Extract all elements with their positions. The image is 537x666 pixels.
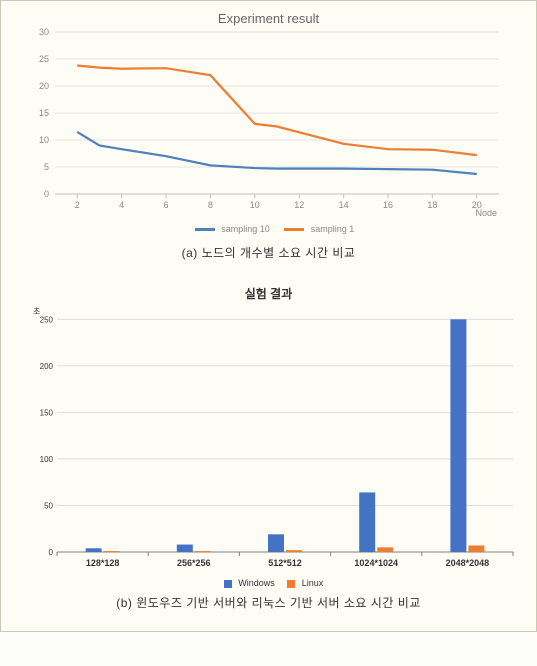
svg-text:Node: Node	[475, 208, 497, 218]
caption-b: (b) 윈도우즈 기반 서버와 리눅스 기반 서버 소요 시간 비교	[17, 594, 520, 611]
svg-text:1024*1024: 1024*1024	[354, 558, 398, 568]
legend-label-linux: Linux	[302, 578, 324, 588]
line-chart-legend: sampling 10 sampling 1	[17, 224, 520, 234]
svg-text:10: 10	[39, 135, 49, 145]
svg-text:4: 4	[119, 200, 124, 210]
svg-text:0: 0	[49, 548, 54, 557]
svg-text:16: 16	[383, 200, 393, 210]
svg-text:18: 18	[427, 200, 437, 210]
svg-text:200: 200	[40, 362, 54, 371]
legend-swatch-windows	[224, 580, 232, 588]
bar-chart: 0 50 100 150 200 250초 128*128 256*256 512*512 102…	[23, 304, 514, 576]
svg-text:6: 6	[163, 200, 168, 210]
svg-text:512*512: 512*512	[268, 558, 302, 568]
legend-label-sampling10: sampling 10	[221, 224, 270, 234]
svg-text:8: 8	[208, 200, 213, 210]
svg-text:128*128: 128*128	[86, 558, 120, 568]
svg-text:250: 250	[40, 315, 54, 324]
bar-chart-svg: 0 50 100 150 200 250초 128*128 256*256 512*512 102…	[23, 304, 523, 576]
svg-text:25: 25	[39, 54, 49, 64]
legend-swatch-linux	[287, 580, 295, 588]
svg-text:10: 10	[250, 200, 260, 210]
svg-text:2: 2	[75, 200, 80, 210]
legend-swatch-sampling10	[195, 228, 215, 231]
caption-a: (a) 노드의 개수별 소요 시간 비교	[17, 244, 520, 261]
line-chart: 0510152025302468101214161820Node	[27, 28, 510, 218]
svg-text:15: 15	[39, 108, 49, 118]
svg-text:256*256: 256*256	[177, 558, 211, 568]
svg-text:5: 5	[44, 162, 49, 172]
legend-swatch-sampling1	[284, 228, 304, 231]
svg-text:150: 150	[40, 408, 54, 417]
figure-page: Experiment result 0 5 10 15 20 25 30 2 4 6 8 10 12 14…	[0, 0, 537, 632]
line-chart-title: Experiment result	[17, 11, 520, 26]
svg-text:0: 0	[44, 189, 49, 199]
bar-chart-title: 실험 결과	[17, 285, 520, 302]
svg-text:20: 20	[39, 81, 49, 91]
line-chart-svg: 0510152025302468101214161820Node	[27, 28, 517, 218]
svg-text:30: 30	[39, 28, 49, 37]
svg-text:초: 초	[33, 307, 40, 316]
svg-text:14: 14	[339, 200, 349, 210]
svg-text:50: 50	[44, 501, 53, 510]
legend-label-windows: Windows	[238, 578, 275, 588]
legend-label-sampling1: sampling 1	[311, 224, 355, 234]
svg-text:2048*2048: 2048*2048	[446, 558, 490, 568]
svg-text:12: 12	[294, 200, 304, 210]
svg-text:100: 100	[40, 455, 54, 464]
bar-chart-legend: Windows Linux	[17, 578, 520, 588]
